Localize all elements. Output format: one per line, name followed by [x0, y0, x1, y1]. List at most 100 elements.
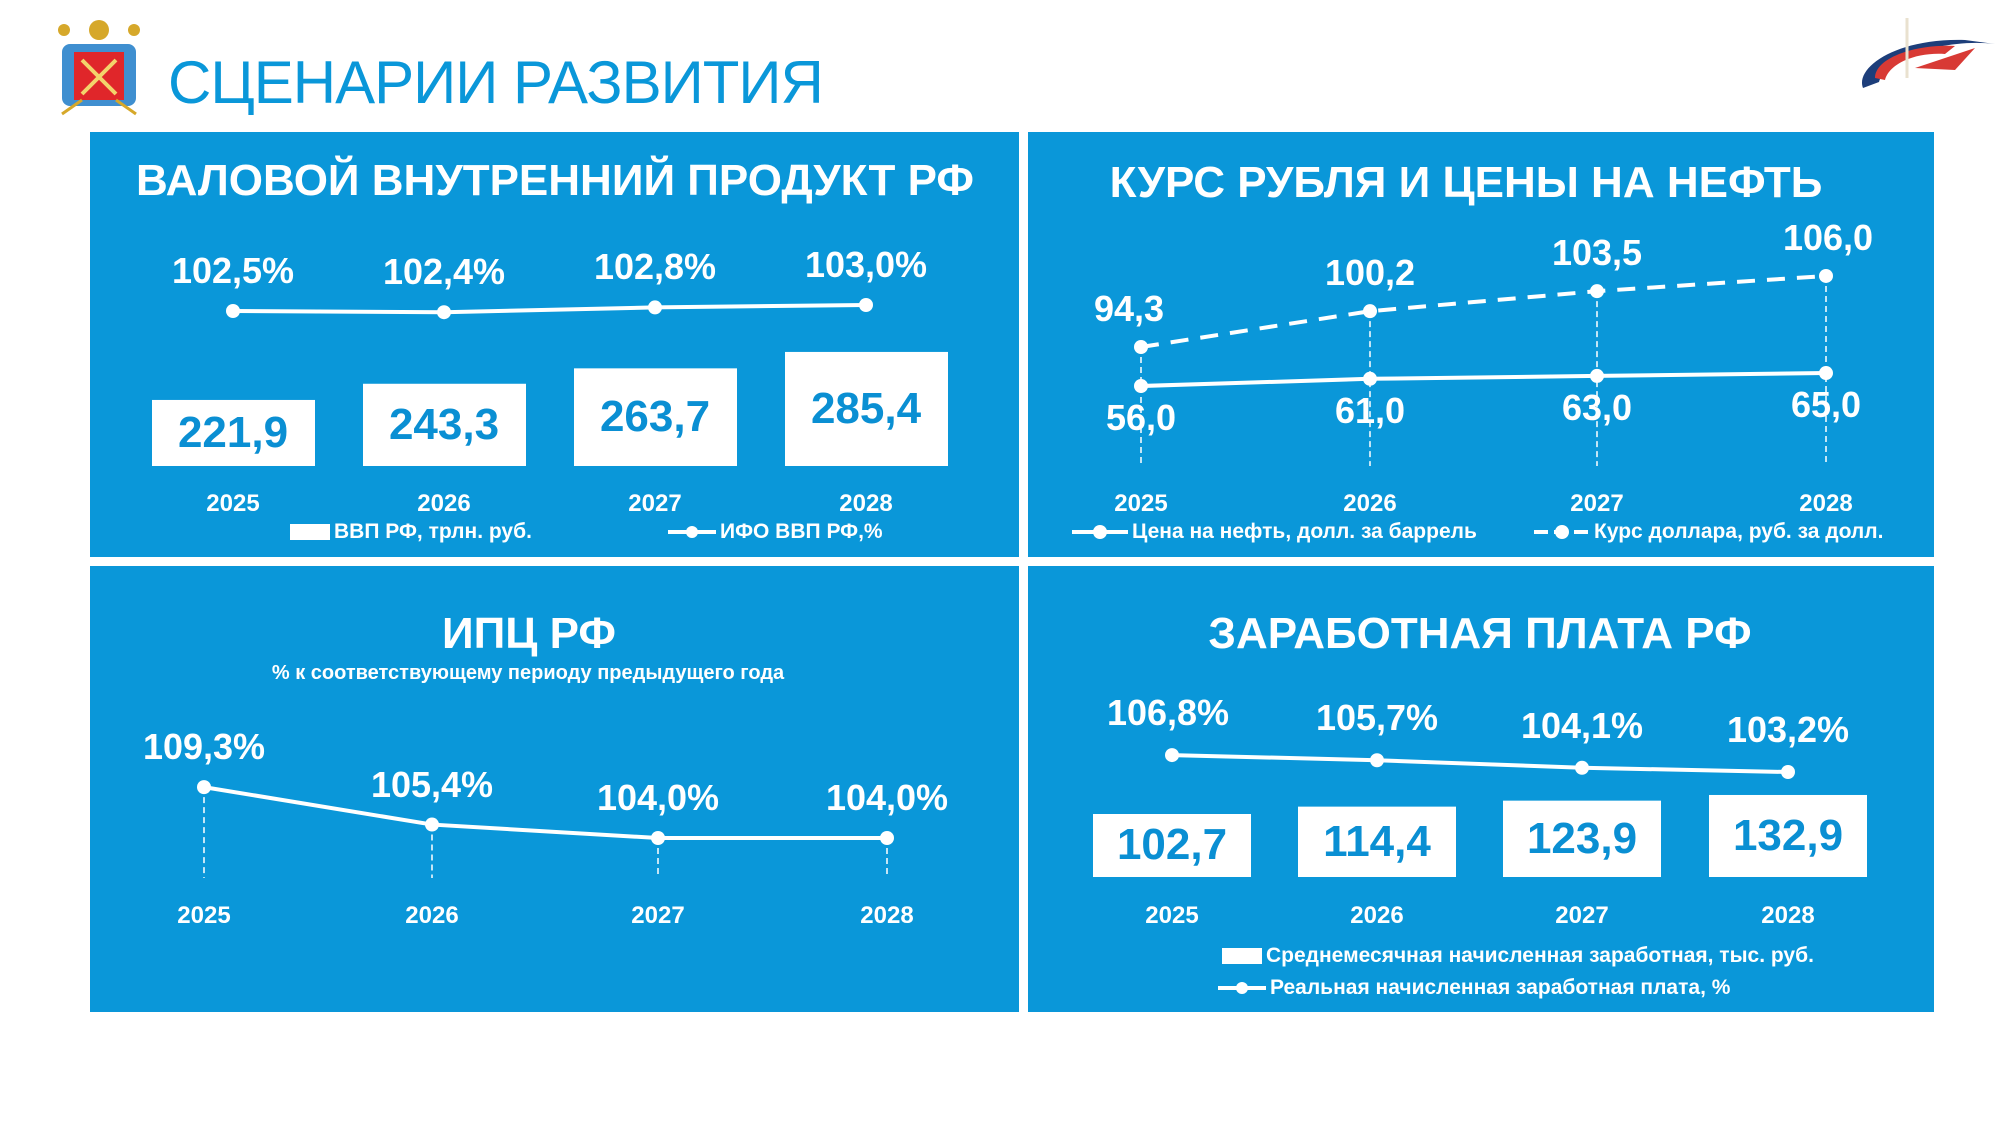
x-tick-label: 2027: [1570, 490, 1624, 517]
oil-price-line-point: [1363, 371, 1377, 386]
legend-label: ВВП РФ, трлн. руб.: [334, 520, 532, 543]
gdp-growth-line-point: [226, 304, 240, 318]
real-wage-line-point: [1781, 765, 1795, 779]
real-wage-line: [1171, 753, 1789, 774]
real-wage-label: 103,2%: [1726, 709, 1850, 750]
ruble-rate-label: 106,0: [1782, 216, 1874, 258]
bar-swatch: [290, 524, 330, 540]
wage-legend-bar: Среднемесячная начисленная заработная, т…: [1222, 944, 1814, 968]
wage-bar-value: 114,4: [1323, 816, 1431, 866]
gdp-bar-value: 263,7: [599, 392, 711, 442]
gdp-growth-label: 102,5%: [171, 250, 295, 291]
x-tick-label: 2027: [628, 490, 682, 517]
gdp-bar: [785, 351, 948, 466]
oil-price-line: [1140, 371, 1827, 388]
x-tick-label: 2028: [860, 902, 914, 929]
x-tick-label: 2027: [631, 902, 685, 929]
gdp-legend-line: ИФО ВВП РФ,%: [668, 520, 883, 544]
company-logo: [1855, 18, 2000, 98]
gdp-growth-label: 102,8%: [593, 246, 717, 288]
x-tick-label: 2026: [1350, 902, 1404, 929]
x-tick-label: 2026: [417, 490, 471, 517]
gdp-growth-line-point: [648, 300, 662, 315]
cpi-subtitle: % к соответствующему периоду предыдущего…: [271, 662, 785, 684]
x-tick-label: 2028: [839, 490, 893, 517]
ruble-oil-title: КУРС РУБЛЯ И ЦЕНЫ НА НЕФТЬ: [1109, 158, 1823, 207]
line-marker-icon: [668, 526, 716, 538]
line-marker-icon: [1072, 525, 1128, 539]
real-wage-line-point: [1165, 748, 1179, 763]
gdp-title: ВАЛОВОЙ ВНУТРЕННИЙ ПРОДУКТ РФ: [136, 156, 974, 205]
bar-swatch: [1222, 948, 1262, 964]
cpi-line-point: [425, 817, 439, 832]
ruble-legend: Курс доллара, руб. за долл.: [1534, 520, 1883, 544]
cpi-label: 104,0%: [825, 777, 949, 818]
gdp-bar-value: 221,9: [177, 407, 289, 457]
cpi-line-point: [880, 831, 894, 845]
gdp-growth-line: [232, 303, 867, 315]
gdp-legend-bar: ВВП РФ, трлн. руб.: [290, 520, 532, 544]
dashed-line-marker-icon: [1534, 525, 1590, 539]
gdp-growth-label: 102,4%: [382, 251, 506, 293]
legend-label: Среднемесячная начисленная заработная, т…: [1266, 944, 1814, 967]
cpi-label: 109,3%: [142, 726, 266, 768]
oil-price-label: 61,0: [1334, 389, 1406, 431]
oil-price-line-point: [1590, 368, 1604, 383]
cpi-line-point: [651, 831, 665, 845]
x-tick-label: 2028: [1799, 490, 1853, 517]
page-title: СЦЕНАРИИ РАЗВИТИЯ: [168, 49, 824, 116]
real-wage-line-point: [1575, 760, 1589, 775]
gdp-bar-value: 243,3: [388, 399, 500, 449]
ruble-rate-line: [1140, 273, 1827, 349]
x-tick-label: 2026: [1343, 490, 1397, 517]
cpi-line: [203, 785, 887, 840]
x-tick-label: 2027: [1555, 902, 1609, 929]
real-wage-line-point: [1370, 753, 1384, 768]
gdp-bar-value: 285,4: [810, 383, 922, 433]
oil-price-line-point: [1134, 379, 1148, 393]
x-tick-label: 2025: [1114, 490, 1168, 517]
x-tick-label: 2025: [1145, 902, 1199, 929]
oil-price-label: 63,0: [1561, 386, 1633, 428]
ruble-rate-line-point: [1819, 268, 1833, 283]
wage-panel: [1028, 566, 1934, 1012]
legend-label: Курс доллара, руб. за долл.: [1594, 520, 1884, 543]
line-marker-icon: [1218, 982, 1266, 994]
gdp-growth-label: 103,0%: [804, 244, 928, 285]
gdp-growth-line-point: [437, 305, 451, 320]
legend-label: ИФО ВВП РФ,%: [720, 520, 883, 543]
legend-label: Реальная начисленная заработная плата, %: [1270, 976, 1731, 999]
wage-bar: [1503, 800, 1661, 877]
real-wage-label: 104,1%: [1520, 704, 1644, 746]
ruble-rate-label: 94,3: [1093, 288, 1165, 329]
wage-legend-line: Реальная начисленная заработная плата, %: [1218, 976, 1730, 1000]
gdp-panel: [90, 132, 1019, 557]
gdp-bar: [363, 383, 526, 466]
cpi-label: 104,0%: [596, 777, 720, 818]
cpi-title: ИПЦ РФ: [442, 609, 616, 658]
wage-bar: [1709, 794, 1867, 877]
real-wage-label: 105,7%: [1315, 697, 1439, 739]
gdp-bar: [574, 368, 737, 466]
legend-label: Цена на нефть, долл. за баррель: [1132, 520, 1477, 543]
ruble-oil-panel: [1028, 132, 1934, 557]
wage-bar: [1298, 806, 1456, 877]
coat-of-arms-logo: [52, 16, 146, 116]
wage-title: ЗАРАБОТНАЯ ПЛАТА РФ: [1208, 609, 1752, 658]
wage-bar-value: 123,9: [1526, 813, 1638, 863]
ruble-rate-line-point: [1590, 284, 1604, 299]
oil-price-line-point: [1819, 366, 1833, 381]
x-tick-label: 2025: [177, 902, 231, 929]
wage-bar-value: 132,9: [1732, 810, 1844, 860]
gdp-bar: [152, 399, 315, 466]
ruble-rate-line-point: [1134, 340, 1148, 354]
oil-legend: Цена на нефть, долл. за баррель: [1072, 520, 1477, 544]
cpi-label: 105,4%: [370, 763, 494, 805]
wage-bar: [1093, 813, 1251, 877]
ruble-rate-line-point: [1363, 304, 1377, 319]
cpi-panel: [90, 566, 1019, 1012]
oil-price-label: 56,0: [1105, 397, 1177, 438]
x-tick-label: 2028: [1761, 902, 1815, 929]
cpi-line-point: [197, 780, 211, 795]
